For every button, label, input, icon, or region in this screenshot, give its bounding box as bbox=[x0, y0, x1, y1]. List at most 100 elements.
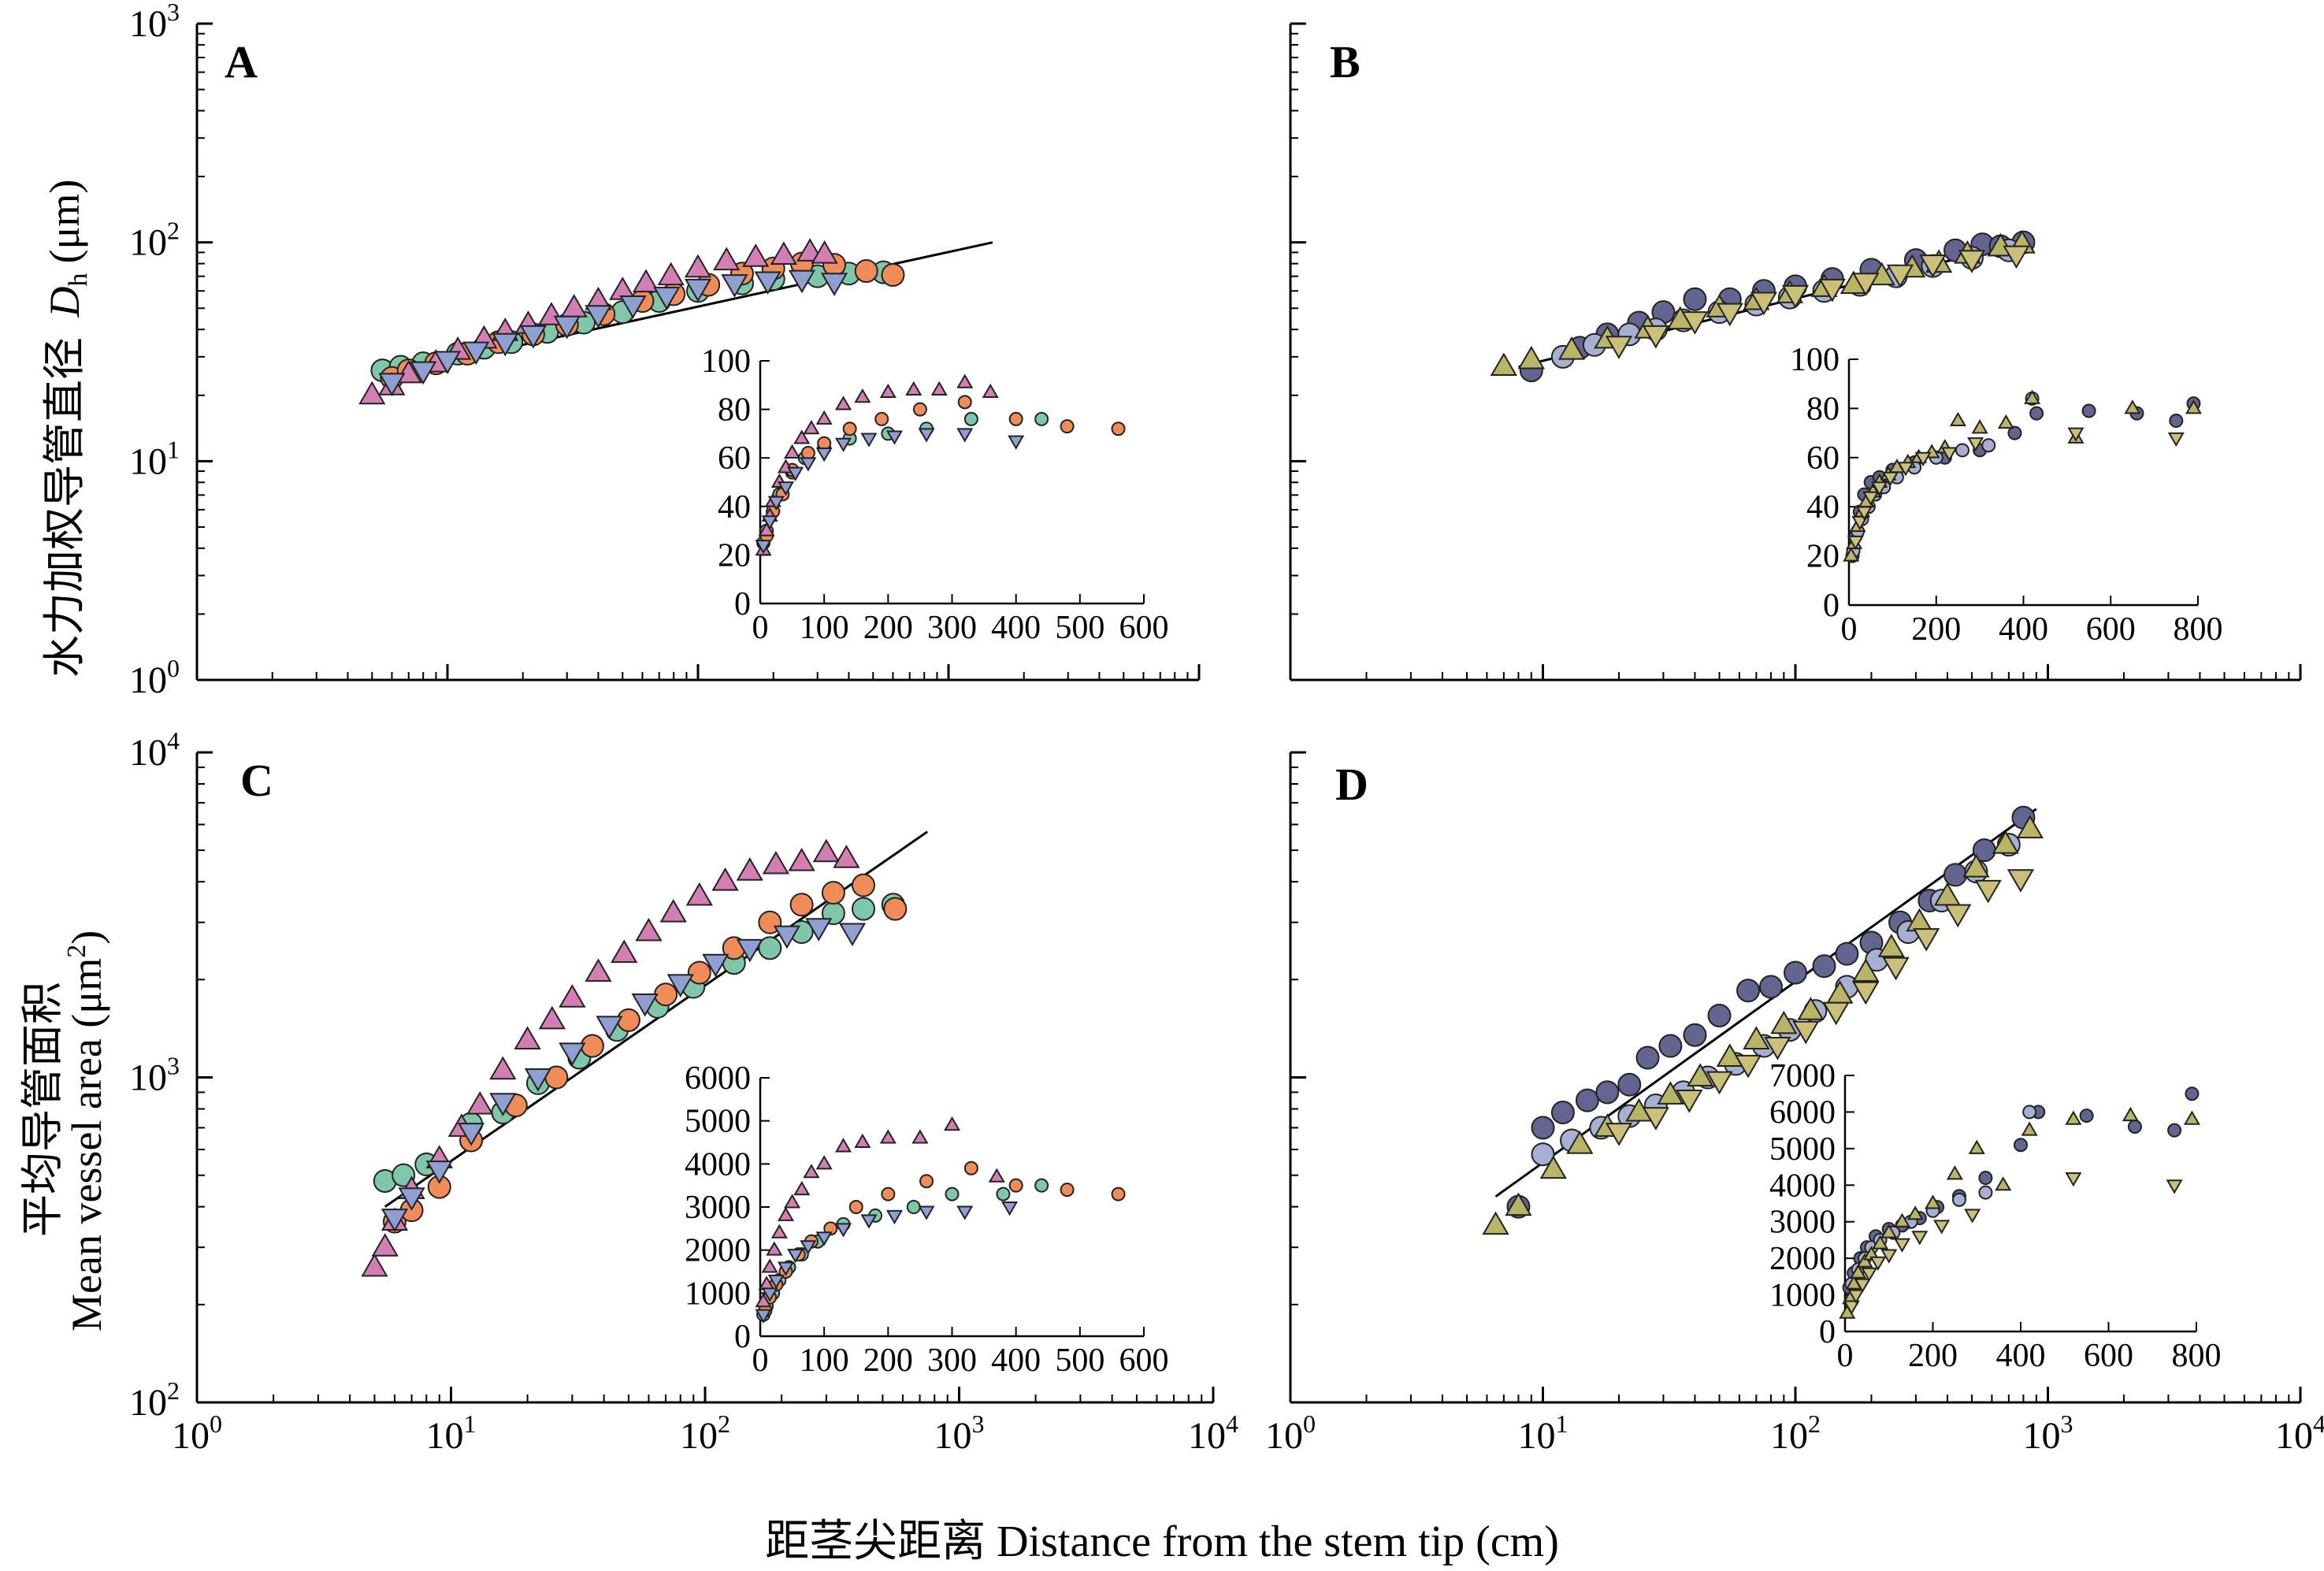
data-point bbox=[1784, 960, 1807, 985]
inset-data-point bbox=[1862, 491, 1880, 506]
x-tick-label: 101 bbox=[1518, 1409, 1569, 1457]
inset-data-point bbox=[1924, 1194, 1942, 1209]
inset-data-point bbox=[1893, 1238, 1911, 1253]
data-point bbox=[789, 893, 814, 917]
data-point bbox=[1490, 352, 1517, 377]
data-point bbox=[1642, 325, 1669, 349]
data-point bbox=[559, 1042, 586, 1066]
inset-data-point bbox=[956, 373, 974, 388]
inset-data-point bbox=[1880, 1249, 1898, 1264]
inset-data-point bbox=[1001, 1201, 1019, 1216]
inset-data-point bbox=[1906, 1205, 1924, 1220]
data-point bbox=[1517, 345, 1545, 370]
inset-data-point bbox=[1893, 1213, 1911, 1227]
data-point bbox=[585, 305, 612, 329]
data-point bbox=[1676, 1090, 1703, 1113]
data-point bbox=[736, 857, 763, 881]
inset-data-point bbox=[1843, 1300, 1860, 1315]
data-point bbox=[519, 325, 548, 349]
inset-data-point bbox=[1854, 1278, 1871, 1293]
inset-x-tick-label: 800 bbox=[2172, 1338, 2222, 1374]
inset-y-tick-label: 7000 bbox=[1769, 1058, 1836, 1094]
data-point bbox=[1683, 287, 1707, 311]
data-point bbox=[1605, 336, 1633, 359]
inset-data-point bbox=[2022, 1105, 2037, 1120]
data-point bbox=[1882, 956, 1910, 981]
inset-data-point bbox=[2029, 406, 2044, 421]
data-point bbox=[1539, 1155, 1567, 1179]
inset-y-tick-label: 60 bbox=[1806, 440, 1840, 477]
data-point bbox=[1913, 928, 1940, 952]
data-point bbox=[1764, 1037, 1791, 1060]
data-point bbox=[559, 984, 586, 1008]
inset-x-tick-label: 600 bbox=[2086, 611, 2136, 648]
data-point bbox=[433, 351, 462, 375]
inset-data-point bbox=[906, 1200, 921, 1214]
inset-data-point bbox=[2169, 414, 2184, 428]
data-point bbox=[788, 848, 815, 871]
x-tick-label: 102 bbox=[680, 1409, 730, 1457]
panel-letter-d: D bbox=[1335, 759, 1368, 810]
data-point bbox=[1852, 958, 1880, 982]
inset-y-tick-label: 0 bbox=[734, 1319, 751, 1355]
y-tick-label: 103 bbox=[129, 1052, 180, 1099]
inset-x-tick-label: 500 bbox=[1055, 610, 1104, 646]
data-point bbox=[811, 240, 838, 264]
data-point bbox=[721, 274, 748, 298]
data-point bbox=[713, 247, 741, 271]
inset-y-tick-label: 6000 bbox=[1769, 1094, 1836, 1131]
y-axis-label-top: 水力加权导管直径 Dh(μm) bbox=[39, 180, 93, 678]
inset-x-tick-label: 0 bbox=[752, 610, 769, 646]
inset-data-point bbox=[815, 1231, 833, 1246]
inset-y-tick-label: 40 bbox=[1806, 489, 1840, 526]
panel-letter-b: B bbox=[1330, 36, 1361, 87]
data-point bbox=[538, 1005, 566, 1030]
data-point bbox=[596, 1016, 623, 1040]
data-point bbox=[820, 273, 848, 296]
inset-x-tick-label: 100 bbox=[800, 1343, 849, 1379]
inset-data-point bbox=[885, 430, 903, 445]
inset-y-tick-label: 5000 bbox=[685, 1104, 751, 1140]
inset-data-point bbox=[2167, 432, 2185, 448]
inset-data-point bbox=[854, 388, 871, 403]
inset-data-point bbox=[2122, 1106, 2139, 1122]
data-point bbox=[619, 295, 647, 319]
data-point bbox=[1681, 311, 1709, 335]
data-point bbox=[524, 1068, 552, 1092]
inset-data-point bbox=[963, 411, 978, 426]
y-tick-label: 102 bbox=[129, 217, 180, 264]
data-point bbox=[381, 1209, 409, 1232]
inset-y-tick-label: 4000 bbox=[1769, 1168, 1836, 1204]
inset-data-point bbox=[2185, 1086, 2200, 1101]
inset-y-tick-label: 2000 bbox=[685, 1233, 751, 1269]
data-point bbox=[881, 262, 905, 287]
data-point bbox=[659, 899, 687, 923]
data-point bbox=[883, 897, 908, 921]
inset-data-point bbox=[988, 1168, 1005, 1183]
inset-data-point bbox=[755, 1309, 772, 1324]
data-point bbox=[854, 258, 878, 283]
data-point bbox=[851, 873, 875, 897]
data-point bbox=[378, 373, 406, 396]
inset-data-point bbox=[2067, 427, 2085, 442]
inset-data-point bbox=[777, 1261, 795, 1276]
inset-data-point bbox=[1882, 471, 1899, 486]
data-point bbox=[788, 269, 816, 294]
x-tick-label: 104 bbox=[2275, 1409, 2324, 1457]
inset-y-tick-label: 20 bbox=[718, 537, 751, 574]
inset-data-point bbox=[784, 1194, 801, 1209]
data-point bbox=[1758, 975, 1783, 999]
inset-data-point bbox=[1981, 438, 1996, 453]
inset-data-point bbox=[1897, 462, 1914, 477]
inset-data-point bbox=[1847, 535, 1864, 551]
inset-data-point bbox=[815, 410, 833, 425]
data-point bbox=[1736, 979, 1761, 1003]
data-point bbox=[1617, 1072, 1642, 1097]
data-point bbox=[1734, 1054, 1762, 1079]
inset-data-point bbox=[1968, 1139, 1985, 1154]
x-tick-label: 101 bbox=[426, 1409, 477, 1457]
data-point bbox=[851, 897, 875, 921]
data-point bbox=[1797, 997, 1825, 1020]
x-tick-label: 103 bbox=[934, 1409, 985, 1457]
panel-d: 100 101 102 103 104 0 200 400 600 800 010002000300… bbox=[1265, 751, 2324, 1457]
